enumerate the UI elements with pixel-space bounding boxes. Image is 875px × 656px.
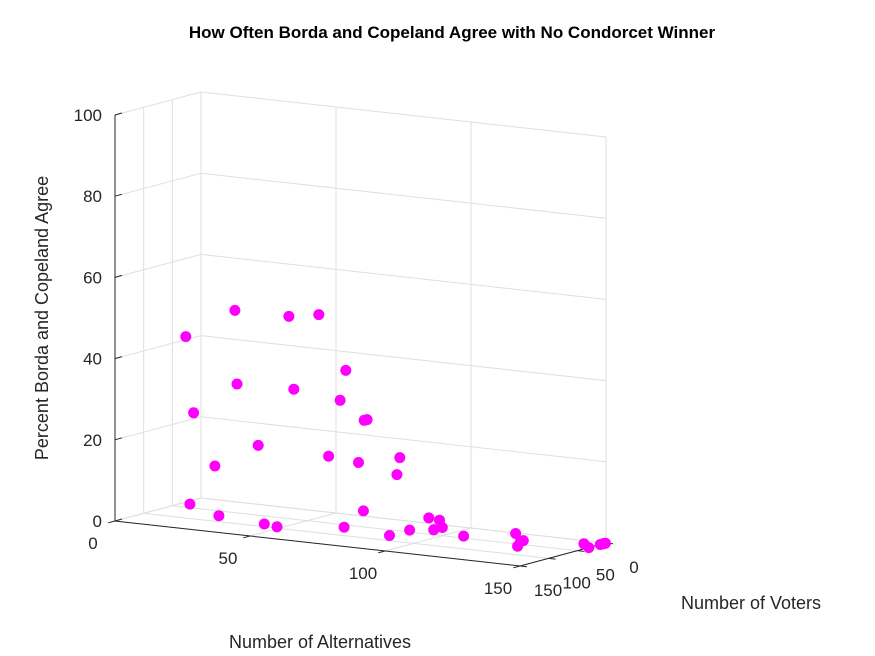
data-point: [358, 414, 370, 426]
y-tick-label: 150: [534, 581, 562, 600]
data-point: [288, 383, 300, 395]
z-tick: [114, 112, 123, 116]
wall-y-grid-z: [200, 497, 607, 544]
x-tick: [378, 550, 386, 554]
y-axis-label: Number of Voters: [681, 593, 821, 613]
data-point: [428, 524, 440, 536]
data-point: [384, 530, 395, 541]
z-tick: [114, 274, 123, 278]
data-point: [180, 331, 192, 343]
x-tick: [243, 535, 251, 539]
x-tick: [108, 520, 116, 524]
y-tick-label: 50: [596, 566, 615, 585]
x-axis-label: Number of Alternatives: [229, 632, 411, 652]
y-tick: [577, 550, 585, 552]
data-point: [188, 407, 200, 419]
data-point: [599, 537, 611, 549]
y-tick-label: 0: [629, 558, 638, 577]
data-point: [423, 512, 435, 524]
z-tick: [114, 193, 123, 197]
wall-x-grid-z: [114, 416, 202, 441]
x-tick-label: 50: [219, 549, 238, 568]
z-tick: [114, 518, 123, 522]
data-point: [252, 439, 264, 451]
data-point: [391, 469, 403, 481]
data-point: [283, 310, 295, 322]
data-point: [229, 304, 241, 316]
x-tick-label: 150: [484, 579, 512, 598]
z-tick-label: 100: [74, 106, 102, 125]
data-point: [458, 530, 470, 542]
data-point: [323, 450, 335, 462]
wall-x-grid-z: [114, 172, 202, 197]
z-tick-label: 60: [83, 268, 102, 287]
data-point: [209, 460, 221, 472]
z-tick-label: 0: [93, 512, 102, 531]
wall-y-grid-z: [200, 416, 607, 463]
data-point: [213, 510, 225, 522]
z-tick: [114, 356, 123, 360]
wall-y-grid-z: [200, 335, 607, 382]
data-point: [258, 518, 270, 530]
y-tick: [519, 565, 528, 568]
data-point: [394, 452, 406, 464]
wall-x-grid-z: [114, 253, 202, 278]
z-tick: [114, 437, 123, 441]
data-point: [338, 521, 350, 533]
data-point: [231, 378, 243, 390]
wall-y-grid-z: [200, 172, 607, 219]
data-point: [404, 524, 416, 536]
wall-y-grid-z: [200, 253, 607, 300]
z-tick-label: 80: [83, 187, 102, 206]
floor-grid-x: [384, 527, 472, 552]
data-point: [512, 540, 524, 552]
floor-grid-y: [143, 512, 549, 559]
data-point: [578, 538, 590, 550]
z-tick-label: 20: [83, 431, 102, 450]
z-tick-label: 40: [83, 350, 102, 369]
data-point: [353, 457, 364, 468]
wall-x-grid-z: [114, 91, 202, 116]
floor-grid-y: [172, 505, 578, 552]
z-axis-label: Percent Borda and Copeland Agree: [32, 176, 52, 460]
data-point: [313, 309, 325, 321]
data-point: [510, 528, 522, 539]
chart-title: How Often Borda and Copeland Agree with …: [189, 23, 716, 42]
data-point: [184, 498, 196, 510]
y-tick-label: 100: [562, 573, 590, 592]
x-tick: [513, 565, 521, 569]
axes: [108, 112, 614, 569]
data-points: [180, 304, 611, 554]
y-tick: [548, 557, 556, 560]
grid-lines: [114, 91, 607, 567]
data-point: [436, 522, 448, 533]
x-tick-label: 100: [349, 564, 377, 583]
wall-y-grid-z: [200, 91, 607, 138]
data-point: [357, 505, 369, 517]
floor-grid-x: [249, 512, 337, 537]
x-tick-label: 0: [88, 534, 97, 553]
data-point: [271, 521, 283, 533]
data-point: [340, 364, 352, 376]
data-point: [334, 394, 346, 406]
x-axis-line: [114, 520, 521, 567]
